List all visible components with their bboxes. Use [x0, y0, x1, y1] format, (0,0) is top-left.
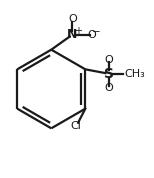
Text: O: O — [104, 83, 113, 93]
Text: O: O — [68, 14, 77, 24]
Text: O: O — [88, 30, 97, 40]
Text: O: O — [104, 54, 113, 64]
Text: S: S — [104, 67, 114, 81]
Text: Cl: Cl — [71, 121, 82, 131]
Text: N: N — [67, 28, 78, 41]
Text: CH₃: CH₃ — [125, 69, 145, 79]
Text: +: + — [75, 26, 83, 36]
Text: −: − — [91, 27, 100, 37]
